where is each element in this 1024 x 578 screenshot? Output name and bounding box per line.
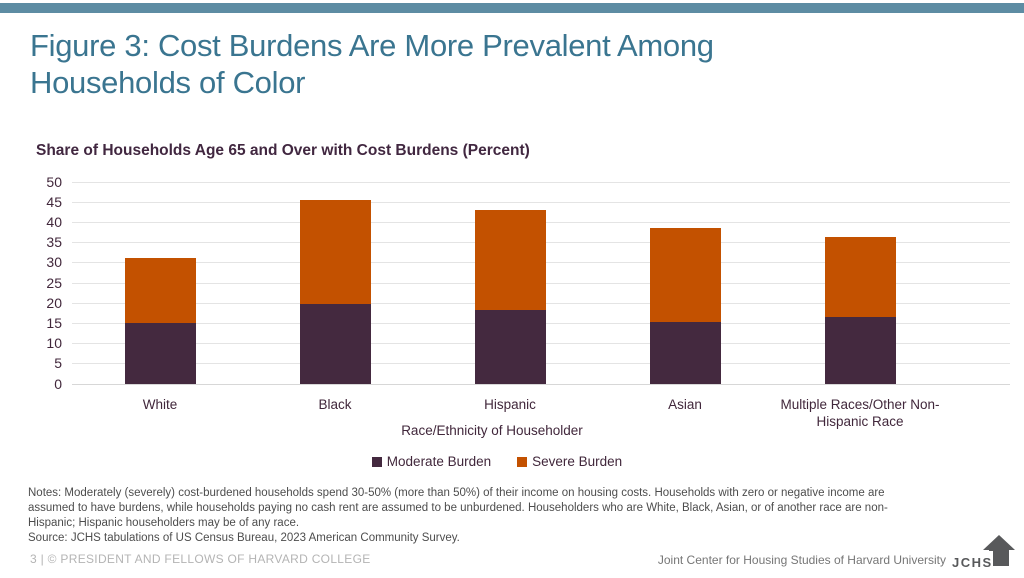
y-tick-label: 50 — [46, 173, 62, 190]
x-category-label-hispanic: Hispanic — [484, 397, 536, 412]
notes-text: Notes: Moderately (severely) cost-burden… — [28, 487, 888, 529]
bar-asian-moderate-burden — [649, 321, 721, 384]
source-text: Source: JCHS tabulations of US Census Bu… — [28, 532, 460, 544]
x-axis-line — [72, 383, 1010, 385]
footer-copyright: 3 | © PRESIDENT AND FELLOWS OF HARVARD C… — [30, 552, 371, 566]
bar-hispanic-severe-burden — [474, 209, 546, 311]
gridline — [72, 181, 1010, 183]
bar-white-severe-burden — [124, 257, 196, 324]
legend-item-moderate-burden: Moderate Burden — [371, 454, 492, 469]
bar-hispanic-moderate-burden — [474, 310, 546, 384]
bar-multiple-races-other-non-hispanic-race-moderate-burden — [824, 317, 896, 384]
y-tick-label: 25 — [46, 274, 62, 291]
bar-asian-severe-burden — [649, 228, 721, 322]
chart-title: Share of Households Age 65 and Over with… — [36, 142, 530, 159]
x-category-label-asian: Asian — [668, 397, 702, 412]
legend-label-severe-burden: Severe Burden — [532, 454, 623, 469]
footer-org-name: Joint Center for Housing Studies of Harv… — [657, 553, 946, 567]
y-tick-label: 0 — [54, 375, 62, 392]
plot-area — [72, 181, 1010, 385]
bar-black-moderate-burden — [299, 304, 371, 384]
y-tick-label: 35 — [46, 234, 62, 251]
notes-block: Notes: Moderately (severely) cost-burden… — [28, 486, 912, 546]
x-category-label-white: White — [142, 397, 178, 412]
top-accent-bar — [0, 3, 1024, 13]
legend-swatch-severe-burden — [517, 456, 528, 467]
y-axis-tick-labels: 0 5 10 15 20 25 30 35 40 45 50 — [18, 174, 62, 392]
x-category-label-black: Black — [318, 397, 352, 412]
house-icon — [983, 535, 1015, 566]
legend-item-severe-burden: Severe Burden — [517, 454, 622, 469]
x-category-label-multiple-races-other-non-hispanic-race: Multiple Races/Other Non-Hispanic Race — [780, 397, 940, 429]
y-tick-label: 45 — [46, 193, 62, 210]
x-axis-title: Race/Ethnicity of Householder — [401, 423, 583, 438]
legend-swatch-moderate-burden — [371, 456, 382, 467]
y-tick-label: 30 — [46, 254, 62, 271]
y-tick-label: 15 — [46, 314, 62, 331]
y-tick-label: 20 — [46, 294, 62, 311]
legend-label-moderate-burden: Moderate Burden — [386, 454, 492, 469]
y-tick-label: 10 — [46, 335, 62, 352]
x-axis-category-labels: White Black Hispanic Asian Multiple Races/Ot… — [72, 396, 1010, 436]
chart-legend: Moderate Burden Severe Burden — [72, 454, 922, 469]
y-tick-label: 5 — [54, 355, 62, 372]
jchs-logo: JCHS — [952, 535, 1016, 573]
jchs-logo-text: JCHS — [952, 555, 993, 570]
gridline — [72, 201, 1010, 203]
y-tick-label: 40 — [46, 213, 62, 230]
bar-multiple-races-other-non-hispanic-race-severe-burden — [824, 236, 896, 318]
bar-black-severe-burden — [299, 200, 371, 305]
bar-white-moderate-burden — [124, 323, 196, 384]
slide-title: Figure 3: Cost Burdens Are More Prevalen… — [30, 28, 714, 100]
